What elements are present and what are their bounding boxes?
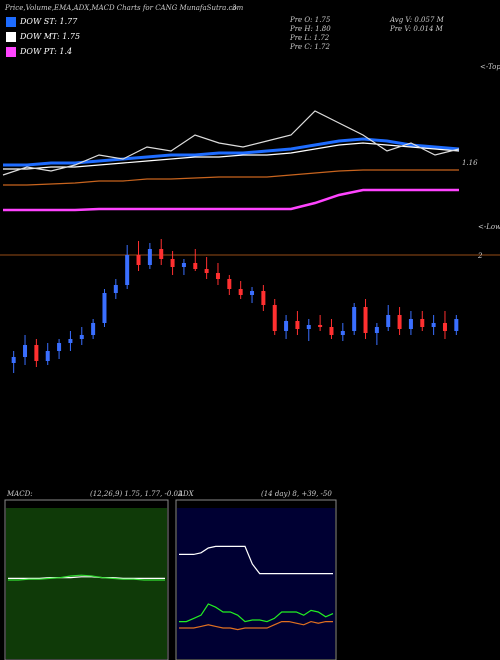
candle-body <box>34 345 39 361</box>
candle-body <box>318 325 323 327</box>
candle-body <box>193 263 198 269</box>
macd-frame <box>4 499 169 660</box>
candle-body <box>306 325 311 329</box>
series-line <box>3 169 459 186</box>
candle-body <box>374 327 379 333</box>
level-label: 1.16 <box>462 159 478 167</box>
candle-body <box>442 323 447 331</box>
candle-body <box>68 339 73 343</box>
series-line <box>8 576 165 579</box>
series-line <box>2 110 460 176</box>
legend-label: DOW MT: 1.75 <box>19 32 80 41</box>
panel-bg <box>6 508 167 659</box>
candle-body <box>386 315 391 327</box>
candle-body <box>23 345 28 357</box>
candle-body <box>408 319 413 329</box>
lows-label: <-Lows <box>478 223 500 231</box>
panel-bg <box>177 508 335 659</box>
series-line <box>3 137 460 167</box>
adx-frame <box>175 499 337 660</box>
candle-body <box>250 291 255 295</box>
candle-body <box>397 315 402 329</box>
info: Pre H: 1.80 <box>289 25 331 33</box>
candle-body <box>238 289 243 295</box>
candle-body <box>159 249 164 259</box>
panel-subtitle: (14 day) 8, +39, -50 <box>261 490 332 498</box>
info: Pre L: 1.72 <box>289 34 330 42</box>
candle-body <box>261 291 266 305</box>
candle-body <box>340 331 345 335</box>
series-line <box>179 603 334 623</box>
candle-body <box>113 285 118 293</box>
candle-body <box>102 293 107 323</box>
legend-label: DOW PT: 1.4 <box>19 47 72 56</box>
candle-body <box>91 323 96 335</box>
candle-body <box>454 319 459 331</box>
legend-label: DOW ST: 1.77 <box>19 17 78 26</box>
panel-subtitle: (12,26,9) 1.75, 1.77, -0.02 <box>90 490 183 498</box>
candle-body <box>272 305 277 331</box>
candle-body <box>170 259 175 267</box>
candle-body <box>363 307 368 333</box>
series-line <box>8 574 165 581</box>
candle-body <box>136 255 141 265</box>
series-line <box>3 142 460 170</box>
legend-swatch <box>6 17 16 27</box>
series-line <box>179 545 333 575</box>
panel-title: MACD: <box>6 490 33 498</box>
candle-body <box>352 307 357 331</box>
candle-body <box>11 357 16 363</box>
tops-label: <-Tops <box>480 63 500 71</box>
series-line <box>3 188 459 212</box>
candle-body <box>45 351 50 361</box>
candle-body <box>204 269 209 273</box>
panel-title: ADX <box>177 490 195 498</box>
candle-body <box>57 343 62 351</box>
candle-body <box>284 321 289 331</box>
candle-body <box>227 279 232 289</box>
level-label: 2 <box>477 252 483 260</box>
candle-body <box>147 249 152 265</box>
candle-body <box>431 323 436 327</box>
candle-body <box>79 335 84 339</box>
candle-body <box>329 327 334 335</box>
candle-body <box>125 255 130 285</box>
top-mark: 3 <box>232 4 237 12</box>
legend-swatch <box>6 47 16 57</box>
candle-body <box>295 321 300 329</box>
candle-body <box>181 263 186 267</box>
info: Pre C: 1.72 <box>289 43 330 51</box>
info: Pre V: 0.014 M <box>389 25 444 33</box>
candle-body <box>215 273 220 279</box>
info: Avg V: 0.057 M <box>389 16 445 24</box>
legend-swatch <box>6 32 16 42</box>
candle-body <box>420 319 425 327</box>
info: Pre O: 1.75 <box>289 16 331 24</box>
chart-title: Price,Volume,EMA,ADX,MACD Charts for CAN… <box>4 4 244 12</box>
series-line <box>179 620 333 631</box>
